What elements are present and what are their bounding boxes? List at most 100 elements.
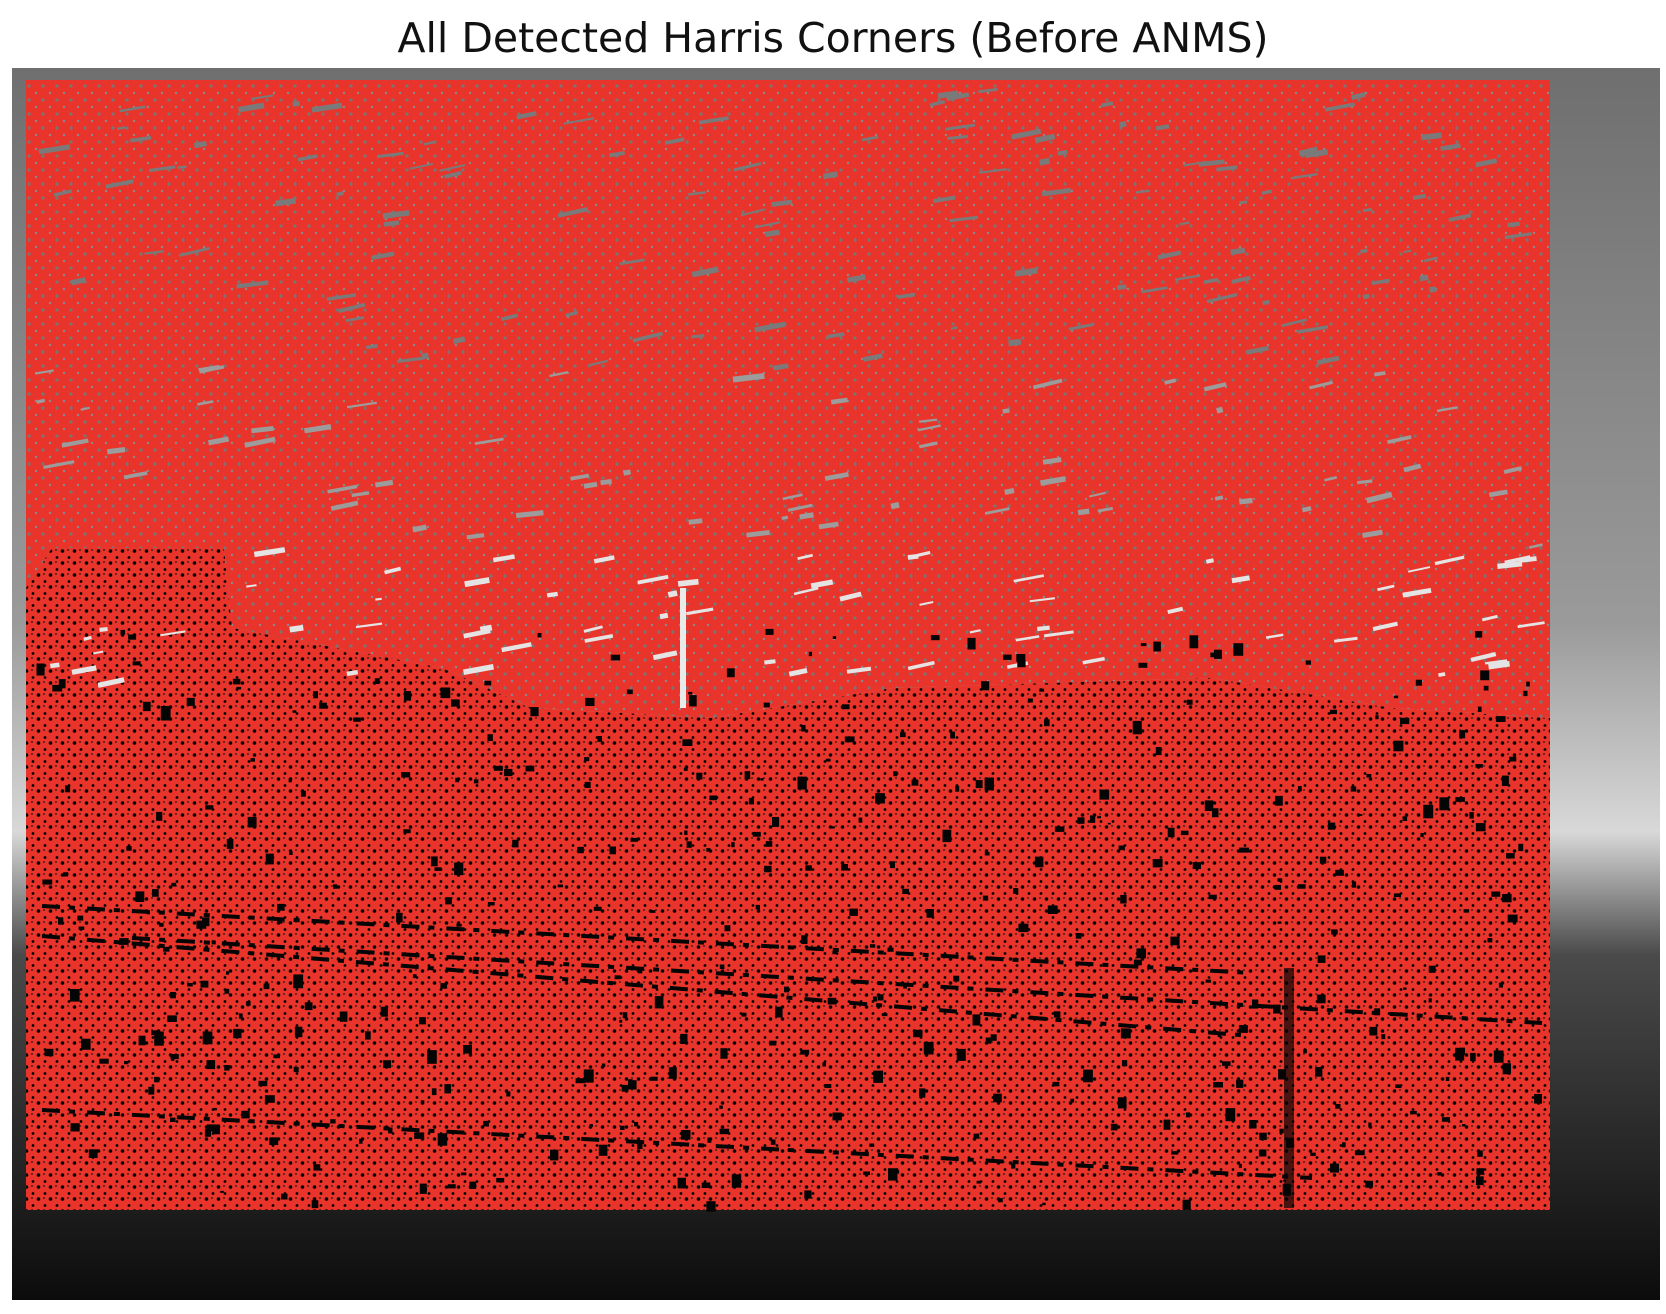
ground-gap — [770, 1139, 776, 1145]
sky-gap — [549, 371, 569, 378]
sky-gap — [1214, 495, 1224, 501]
ground-gap — [801, 725, 806, 732]
sky-gap — [846, 274, 866, 283]
sky-gap — [116, 126, 126, 131]
sky-gap — [119, 105, 146, 113]
ground-gap — [805, 865, 812, 871]
ground-gap — [765, 628, 774, 635]
sky-gap — [1304, 149, 1328, 158]
ground-gap — [493, 765, 503, 771]
ground-gap — [196, 920, 207, 929]
sky-gap — [50, 662, 60, 669]
ground-gap — [1298, 786, 1302, 792]
ground-gap — [154, 1031, 164, 1046]
ground-gap — [849, 908, 858, 916]
ground-gap — [1052, 1081, 1060, 1087]
ground-gap — [1042, 1202, 1046, 1206]
ground-gap — [1277, 878, 1283, 882]
ground-gap — [686, 841, 692, 848]
sky-gap — [929, 99, 946, 107]
ground-gap — [412, 974, 417, 979]
sky-gap — [1068, 323, 1093, 331]
sky-gap — [92, 650, 104, 655]
ground-gap — [1133, 959, 1142, 966]
ground-gap — [1331, 929, 1338, 935]
sky-gap — [1039, 157, 1051, 166]
ground-gap — [288, 778, 292, 783]
ground-gap — [1415, 679, 1422, 686]
sky-gap — [1297, 325, 1329, 334]
sky-gap — [637, 574, 669, 585]
sky-gap — [463, 628, 491, 639]
ground-gap — [414, 1132, 425, 1139]
ground-gap — [487, 902, 495, 906]
sky-gap — [1239, 497, 1253, 505]
sky-gap — [365, 344, 378, 350]
ground-gap — [1400, 717, 1410, 725]
sky-gap — [1230, 247, 1246, 255]
ground-gap — [900, 732, 906, 738]
ground-gap — [119, 938, 129, 945]
sky-gap — [1141, 286, 1168, 294]
sky-gap — [1357, 479, 1373, 485]
sky-gap — [1032, 378, 1063, 390]
sky-gap — [1448, 213, 1472, 223]
ground-gap — [956, 1048, 966, 1061]
ground-gap — [1279, 1128, 1284, 1134]
ground-gap — [575, 1078, 586, 1084]
ground-gap — [36, 663, 45, 676]
ground-gap — [911, 779, 919, 786]
ground-gap — [58, 679, 66, 689]
sky-gap — [244, 436, 276, 448]
ground-gap — [1381, 1034, 1386, 1040]
ground-gap — [1475, 764, 1483, 768]
sky-gap — [1281, 318, 1308, 328]
ground-gap — [765, 841, 773, 847]
ground-gap — [1047, 905, 1058, 914]
ground-gap — [1335, 1104, 1341, 1109]
ground-gap — [682, 739, 693, 746]
sky-gap — [593, 555, 615, 564]
sky-gap — [421, 352, 429, 360]
ground-gap — [152, 889, 159, 897]
ground-gap — [984, 852, 990, 856]
sky-gap — [984, 507, 1010, 515]
ground-gap — [1487, 938, 1493, 943]
ground-gap — [69, 989, 80, 1002]
ground-gap — [1011, 1163, 1016, 1169]
sky-gap — [1175, 274, 1201, 281]
sky-gap — [83, 635, 92, 641]
ground-gap — [70, 1123, 80, 1132]
ground-gap — [483, 1120, 489, 1127]
ground-gap — [976, 1180, 981, 1184]
light-pole — [680, 588, 686, 708]
sky-gap — [1470, 652, 1497, 662]
ground-gap — [138, 1035, 146, 1046]
sky-gap — [771, 199, 793, 207]
ground-gap — [419, 1183, 427, 1194]
ground-gap — [923, 1041, 934, 1055]
ground-gap — [396, 912, 403, 923]
sky-gap — [1179, 221, 1190, 226]
ground-gap — [289, 851, 293, 855]
sky-gap — [1167, 606, 1184, 615]
ground-gap — [584, 781, 591, 788]
sky-gap — [754, 221, 781, 229]
ground-gap — [950, 731, 955, 739]
ground-gap — [170, 992, 176, 999]
sky-gap — [746, 530, 770, 538]
ground-gap — [824, 1084, 832, 1088]
sky-gap — [677, 578, 699, 587]
ground-gap — [887, 947, 894, 952]
ground-gap — [1053, 1011, 1061, 1018]
ground-gap — [537, 633, 542, 638]
ground-gap — [1319, 856, 1327, 864]
ground-gap — [1090, 815, 1096, 823]
ground-gap — [1428, 998, 1432, 1003]
sky-gap — [1324, 102, 1355, 112]
sky-gap — [1504, 555, 1531, 565]
ground-gap — [525, 765, 535, 772]
ground-gap — [1075, 933, 1082, 939]
ground-gap — [609, 846, 616, 855]
ground-gap — [241, 1110, 250, 1119]
